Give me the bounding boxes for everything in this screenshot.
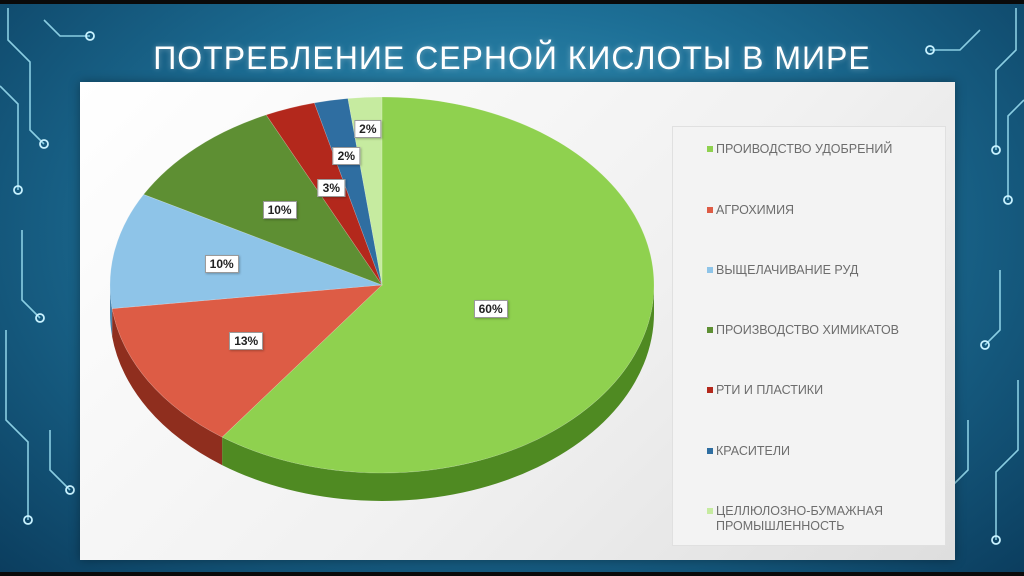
legend-item-1: ПРОИВОДСТВО УДОБРЕНИЙ bbox=[707, 142, 948, 157]
legend-item-3: ВЫЩЕЛАЧИВАНИЕ РУД bbox=[707, 263, 948, 278]
legend-item-6: КРАСИТЕЛИ bbox=[707, 444, 948, 459]
pie-slice-1 bbox=[221, 96, 655, 474]
legend bbox=[672, 126, 946, 546]
slide-title: ПОТРЕБЛЕНИЕ СЕРНОЙ КИСЛОТЫ В МИРЕ bbox=[153, 40, 871, 76]
legend-swatch-7 bbox=[707, 508, 713, 514]
bottom-frame-bar bbox=[0, 572, 1024, 576]
legend-label-4: ПРОИЗВОДСТВО ХИМИКАТОВ bbox=[716, 323, 900, 337]
data-label-6: 2% bbox=[332, 146, 360, 165]
pie-slice-7 bbox=[347, 96, 383, 286]
legend-item-4: ПРОИЗВОДСТВО ХИМИКАТОВ bbox=[707, 323, 948, 338]
legend-label-2: АГРОХИМИЯ bbox=[716, 203, 795, 217]
legend-label-7: ЦЕЛЛЮЛОЗНО-БУМАЖНАЯ ПРОМЫШЛЕННОСТЬ bbox=[716, 504, 883, 533]
legend-label-5: РТИ И ПЛАСТИКИ bbox=[716, 383, 824, 397]
legend-label-6: КРАСИТЕЛИ bbox=[716, 444, 791, 458]
legend-item-2: АГРОХИМИЯ bbox=[707, 203, 948, 218]
legend-swatch-1 bbox=[707, 146, 713, 152]
data-label-4: 10% bbox=[262, 200, 297, 219]
pie-slice-4 bbox=[143, 114, 383, 286]
data-label-2: 13% bbox=[229, 331, 264, 350]
data-label-3: 10% bbox=[204, 254, 239, 273]
data-label-1: 60% bbox=[473, 300, 508, 319]
top-frame-bar bbox=[0, 0, 1024, 4]
data-label-7: 2% bbox=[354, 120, 382, 139]
pie-slice-2 bbox=[111, 284, 383, 438]
pie-side-2 bbox=[112, 308, 223, 466]
legend-swatch-2 bbox=[707, 207, 713, 213]
pie-side-3 bbox=[110, 285, 113, 337]
legend-swatch-6 bbox=[707, 448, 713, 454]
pie-slice-6 bbox=[313, 98, 383, 286]
legend-swatch-3 bbox=[707, 267, 713, 273]
data-label-5: 3% bbox=[317, 178, 345, 197]
legend-label-1: ПРОИВОДСТВО УДОБРЕНИЙ bbox=[716, 142, 893, 156]
legend-item-5: РТИ И ПЛАСТИКИ bbox=[707, 383, 948, 398]
pie-slice-3 bbox=[109, 194, 383, 309]
legend-label-3: ВЫЩЕЛАЧИВАНИЕ РУД bbox=[716, 263, 859, 277]
pie-side-1 bbox=[222, 285, 654, 502]
legend-swatch-4 bbox=[707, 327, 713, 333]
legend-item-7: ЦЕЛЛЮЛОЗНО-БУМАЖНАЯ ПРОМЫШЛЕННОСТЬ bbox=[707, 504, 948, 534]
legend-swatch-5 bbox=[707, 387, 713, 393]
